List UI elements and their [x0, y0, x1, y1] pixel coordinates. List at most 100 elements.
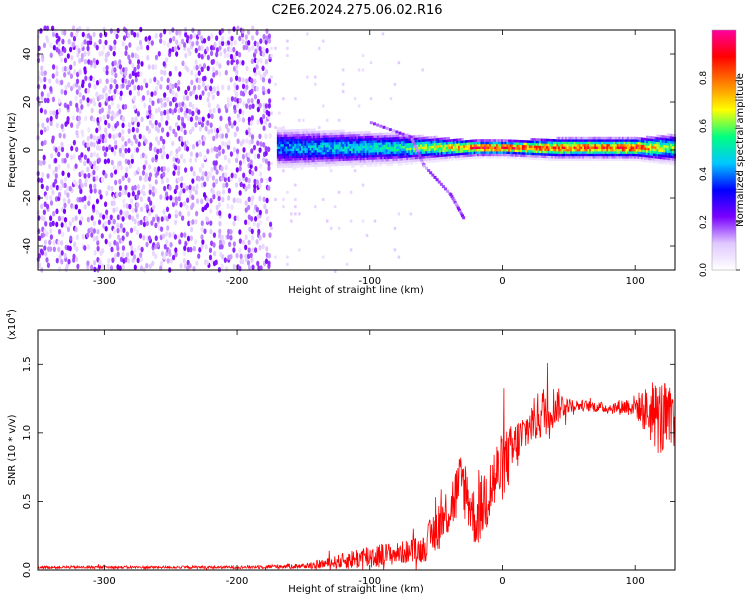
spectrogram-cell	[439, 140, 442, 143]
spectrogram-cell	[387, 132, 390, 136]
spectrogram-cell	[177, 165, 181, 172]
spectrogram-cell	[597, 144, 601, 147]
spectrogram-cell	[215, 204, 219, 211]
spectrogram-cell	[357, 150, 361, 154]
spectrogram-cell	[564, 144, 568, 147]
spectrogram-cell	[89, 39, 93, 46]
spectrogram-cell	[344, 160, 347, 164]
spectrogram-cell	[428, 157, 431, 161]
spectrogram-cell	[632, 158, 635, 161]
spectrogram-cell	[248, 226, 252, 233]
colorbar-ticks: 0.00.20.40.60.8	[699, 71, 740, 277]
spectrogram-cell	[306, 147, 309, 151]
spectrogram-cell	[573, 148, 576, 152]
spectrogram-cell	[366, 147, 369, 151]
spectrogram-cell	[57, 215, 62, 222]
spectrogram-cell	[577, 139, 580, 142]
spectrogram-cell	[468, 147, 471, 150]
spectrogram-cell	[451, 146, 454, 149]
spectrogram-cell	[69, 85, 74, 92]
spectrogram-cell	[423, 136, 426, 140]
spectrogram-cell	[185, 146, 190, 152]
spectrogram-cell	[444, 154, 447, 157]
spectrogram-cell	[328, 134, 331, 138]
spectrogram-cell	[297, 131, 300, 135]
spectrogram-cell	[601, 158, 604, 161]
spectrogram-cell	[359, 150, 362, 154]
spectrogram-cell	[337, 190, 341, 194]
spectrogram-cell	[376, 156, 380, 160]
spectrogram-cell	[316, 137, 319, 141]
spectrogram-cell	[375, 142, 378, 146]
spectrogram-cell	[121, 245, 126, 251]
spectrogram-cell	[235, 252, 239, 259]
spectrogram-cell	[404, 148, 407, 151]
spectrogram-cell	[514, 156, 518, 160]
spectrogram-cell	[265, 177, 269, 184]
spectrogram-cell	[203, 228, 207, 235]
spectrogram-cell	[570, 151, 573, 154]
spectrogram-cell	[380, 144, 383, 148]
spectrogram-cell	[361, 138, 364, 141]
spectrogram-cell	[314, 75, 317, 79]
spectrogram-cell	[60, 123, 64, 130]
spectrogram-cell	[59, 56, 64, 63]
spectrogram-cell	[387, 134, 390, 138]
spectrogram-cell	[282, 160, 285, 164]
spectrogram-cell	[533, 157, 537, 161]
spectrogram-cell	[630, 153, 633, 157]
spectrogram-cell	[637, 158, 640, 162]
spectrogram-cell	[426, 155, 430, 159]
spectrogram-cell	[290, 138, 293, 142]
spectrogram-cell	[670, 133, 673, 137]
spectrogram-cell	[383, 161, 387, 164]
spectrogram-cell	[369, 97, 373, 101]
spectrogram-cell	[661, 159, 664, 162]
spectrogram-cell	[385, 161, 388, 164]
spectrogram-cell	[224, 172, 228, 178]
spectrogram-cell	[278, 132, 281, 135]
spectrogram-cell	[135, 229, 139, 236]
spectrogram-cell	[316, 154, 319, 158]
spectrogram-cell	[166, 258, 170, 264]
spectrogram-cell	[206, 65, 210, 72]
spectrogram-cell	[453, 200, 457, 204]
spectrogram-cell	[345, 151, 349, 154]
spectrogram-cell	[368, 154, 371, 158]
spectrogram-cell	[301, 162, 304, 166]
spectrogram-cell	[159, 135, 163, 142]
spectrogram-cell	[564, 153, 568, 157]
spectrogram-cell	[213, 250, 217, 257]
spectrogram-cell	[471, 149, 475, 152]
spectrogram-cell	[148, 189, 152, 195]
spectrogram-cell	[407, 154, 411, 158]
spectrogram-cell	[668, 148, 671, 151]
spectrogram-cell	[661, 142, 664, 145]
spectrogram-cell	[563, 151, 566, 154]
spectrogram-cell	[168, 82, 173, 89]
spectrogram-cell	[528, 157, 532, 160]
spectrogram-cell	[89, 141, 94, 147]
spectrogram-cell	[397, 139, 400, 142]
spectrogram-cell	[194, 94, 199, 100]
spectrogram-cell	[320, 142, 323, 146]
spectrogram-cell	[109, 83, 113, 90]
spectrogram-cell	[276, 129, 280, 133]
spectrogram-cell	[297, 165, 300, 168]
spectrogram-cell	[571, 153, 575, 157]
spectrogram-cell	[428, 155, 431, 159]
spectrogram-cell	[124, 50, 128, 57]
spectrogram-cell	[363, 155, 366, 158]
spectrogram-cell	[587, 158, 590, 161]
spectrogram-cell	[48, 246, 53, 252]
spectrogram-cell	[455, 204, 459, 208]
spectrogram-cell	[573, 146, 576, 149]
spectrogram-cell	[299, 155, 302, 158]
spectrogram-cell	[652, 136, 656, 140]
spectrogram-cell	[399, 141, 402, 144]
spectrogram-cell	[451, 151, 454, 154]
spectrogram-cell	[447, 148, 450, 152]
spectrogram-cell	[627, 141, 630, 145]
spectrogram-cell	[137, 141, 141, 148]
spectrogram-cell	[621, 146, 625, 149]
